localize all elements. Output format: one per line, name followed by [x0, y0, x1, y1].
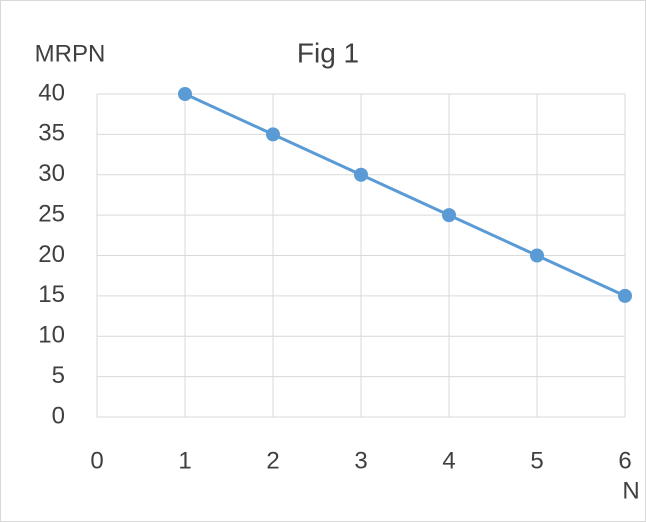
y-axis-label: MRPN: [35, 40, 106, 67]
data-point: [266, 127, 280, 142]
x-tick-label: 2: [266, 447, 279, 474]
y-tick-label: 25: [38, 200, 65, 227]
chart-title: Fig 1: [297, 37, 359, 68]
y-tick-label: 40: [38, 79, 65, 106]
data-point: [442, 208, 456, 223]
data-point: [618, 288, 632, 303]
y-tick-label: 0: [52, 402, 65, 429]
x-tick-label: 4: [442, 447, 455, 474]
y-tick-label: 15: [38, 281, 65, 308]
x-tick-label: 3: [354, 447, 367, 474]
y-tick-label: 30: [38, 160, 65, 187]
x-tick-label: 1: [178, 447, 191, 474]
y-tick-label: 10: [38, 322, 65, 349]
data-point: [530, 248, 544, 263]
x-axis-label: N: [622, 477, 639, 504]
data-point: [178, 87, 192, 101]
data-line: [184, 92, 626, 298]
x-tick-label: 6: [618, 447, 631, 474]
data-point: [354, 167, 368, 182]
y-tick-label: 35: [38, 120, 65, 147]
x-tick-label: 0: [90, 447, 103, 474]
x-tick-label: 5: [530, 447, 543, 474]
y-tick-label: 5: [52, 362, 65, 389]
y-tick-label: 20: [38, 241, 65, 268]
